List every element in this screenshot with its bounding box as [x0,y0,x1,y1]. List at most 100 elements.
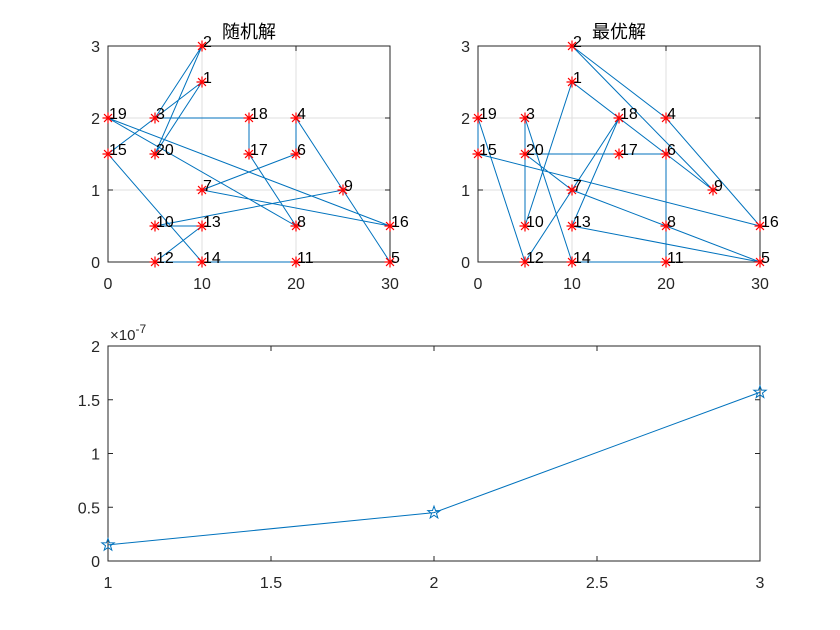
random-city-label-12: 12 [156,250,174,267]
convergence-point-2 [752,384,768,399]
optimal-city-label-2: 2 [573,34,582,51]
optimal-city-label-10: 10 [526,214,544,231]
random-city-label-3: 3 [156,106,165,123]
random-y-tick-label-2: 2 [91,111,100,128]
optimal-city-marker-8 [660,220,672,232]
convergence-y-tick-label-1: 0.5 [78,500,100,517]
random-city-label-14: 14 [203,250,221,267]
random-city-label-16: 16 [391,214,409,231]
random-city-marker-19 [102,112,114,124]
random-x-tick-label-3: 30 [381,276,399,293]
optimal-city-marker-17 [613,148,625,160]
optimal-city-marker-6 [660,148,672,160]
random-y-tick-label-3: 3 [91,39,100,56]
random-city-marker-14 [196,256,208,268]
random-city-marker-16 [384,220,396,232]
optimal-city-marker-14 [566,256,578,268]
optimal-city-label-3: 3 [526,106,535,123]
optimal-city-label-14: 14 [573,250,591,267]
random-city-marker-9 [337,184,349,196]
optimal-city-marker-11 [660,256,672,268]
optimal-city-label-13: 13 [573,214,591,231]
random-city-label-19: 19 [109,106,127,123]
optimal-city-marker-7 [566,184,578,196]
optimal-x-tick-label-0: 0 [474,276,483,293]
convergence-axes: 1 1.5 2 2.5 3 0 0.5 1 1.5 2 ×10-7 [78,322,768,592]
optimal-city-marker-12 [519,256,531,268]
random-city-marker-4 [290,112,302,124]
optimal-city-marker-15 [472,148,484,160]
random-chart-title: 随机解 [222,22,276,43]
optimal-city-marker-20 [519,148,531,160]
random-city-marker-20 [149,148,161,160]
convergence-x-tick-label-0: 1 [104,575,113,592]
optimal-city-label-16: 16 [761,214,779,231]
optimal-y-tick-label-0: 0 [461,255,470,272]
random-city-marker-17 [243,148,255,160]
random-city-label-7: 7 [203,178,212,195]
optimal-y-tick-label-1: 1 [461,183,470,200]
convergence-y-tick-label-2: 1 [91,447,100,464]
random-city-marker-18 [243,112,255,124]
random-city-label-6: 6 [297,142,306,159]
convergence-point-0 [100,536,116,552]
optimal-city-marker-2 [566,40,578,52]
random-city-marker-11 [290,256,302,268]
random-city-label-20: 20 [156,142,174,159]
optimal-x-tick-label-3: 30 [751,276,769,293]
optimal-city-marker-9 [707,184,719,196]
random-city-label-8: 8 [297,214,306,231]
optimal-city-label-18: 18 [620,106,638,123]
y-axis-exponent-power: -7 [135,322,146,336]
optimal-city-marker-16 [754,220,766,232]
random-city-label-15: 15 [109,142,127,159]
random-x-tick-label-2: 20 [287,276,305,293]
convergence-series-line [107,391,761,546]
optimal-city-label-12: 12 [526,250,544,267]
optimal-city-label-5: 5 [761,250,770,267]
optimal-city-label-20: 20 [526,142,544,159]
random-city-label-13: 13 [203,214,221,231]
optimal-city-marker-13 [566,220,578,232]
convergence-point-1 [426,504,442,520]
random-city-label-4: 4 [297,106,306,123]
random-city-marker-15 [102,148,114,160]
optimal-city-label-17: 17 [620,142,638,159]
convergence-x-tick-label-2: 2 [430,575,439,592]
random-x-tick-label-0: 0 [104,276,113,293]
convergence-y-tick-label-3: 1.5 [78,393,100,410]
optimal-city-label-1: 1 [573,70,582,87]
optimal-city-label-11: 11 [667,250,684,267]
random-city-label-17: 17 [250,142,268,159]
optimal-city-marker-19 [472,112,484,124]
y-axis-exponent-label: ×10-7 [110,322,146,344]
random-y-tick-label-1: 1 [91,183,100,200]
optimal-city-label-7: 7 [573,178,582,195]
random-city-label-9: 9 [344,178,353,195]
optimal-x-tick-label-1: 10 [563,276,581,293]
convergence-x-tick-label-1: 1.5 [260,575,282,592]
optimal-city-marker-1 [566,76,578,88]
optimal-city-marker-5 [754,256,766,268]
optimal-y-tick-label-3: 3 [461,39,470,56]
convergence-y-tick-label-4: 2 [91,339,100,356]
optimal-city-marker-4 [660,112,672,124]
optimal-city-label-19: 19 [479,106,497,123]
random-city-label-10: 10 [156,214,174,231]
random-city-marker-3 [149,112,161,124]
random-city-label-2: 2 [203,34,212,51]
random-city-label-5: 5 [391,250,400,267]
optimal-city-label-15: 15 [479,142,497,159]
random-city-marker-10 [149,220,161,232]
convergence-x-tick-label-4: 3 [756,575,765,592]
optimal-y-tick-label-2: 2 [461,111,470,128]
random-x-tick-label-1: 10 [193,276,211,293]
random-city-marker-8 [290,220,302,232]
convergence-plot-area [108,346,760,561]
optimal-city-marker-10 [519,220,531,232]
convergence-y-tick-label-0: 0 [91,554,100,571]
random-city-label-11: 11 [297,250,314,267]
optimal-city-label-6: 6 [667,142,676,159]
